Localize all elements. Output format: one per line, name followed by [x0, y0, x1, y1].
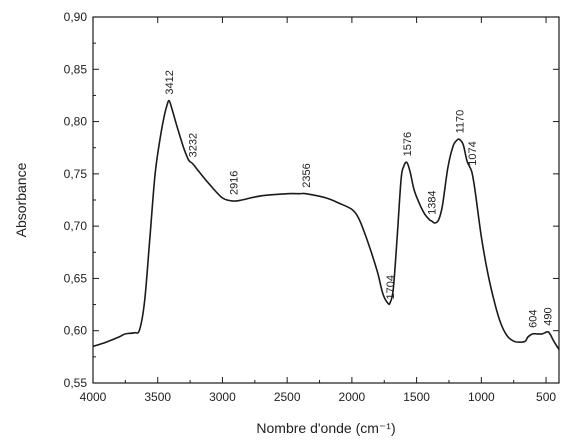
y-tick-label: 0,55	[64, 376, 88, 390]
y-tick-label: 0,90	[64, 10, 88, 24]
y-tick-label: 0,65	[64, 271, 88, 285]
peak-label: 3232	[187, 133, 199, 157]
x-tick-label: 500	[536, 390, 556, 404]
x-tick-label: 1000	[468, 390, 495, 404]
spectrum-line	[92, 99, 560, 350]
peak-label: 1576	[402, 132, 414, 156]
peak-label: 2916	[228, 171, 240, 195]
x-axis-title: Nombre d'onde (cm⁻¹)	[256, 420, 395, 436]
y-axis: 0,55 0,60 0,65 0,70 0,75 0,80 0,85 0,90	[64, 10, 559, 390]
x-tick-label: 1500	[403, 390, 430, 404]
x-tick-label: 2500	[274, 390, 301, 404]
y-tick-label: 0,80	[64, 115, 88, 129]
x-axis: 4000 3500 3000 2500 2000 1500 1000 500	[80, 17, 556, 404]
plot-frame	[92, 16, 560, 384]
x-tick-label: 4000	[80, 390, 107, 404]
peak-label: 1074	[467, 141, 479, 165]
y-tick-label: 0,85	[64, 62, 88, 76]
y-tick-label: 0,75	[64, 167, 88, 181]
peak-label: 604	[528, 309, 540, 327]
x-tick-label: 2000	[339, 390, 366, 404]
y-tick-label: 0,60	[64, 324, 88, 338]
peak-label: 2356	[301, 163, 313, 187]
y-axis-title: Absorbance	[13, 162, 29, 237]
x-tick-label: 3500	[144, 390, 171, 404]
peak-label: 1170	[454, 110, 466, 134]
peak-label: 3412	[164, 70, 176, 94]
peak-label: 490	[542, 307, 554, 325]
peak-label: 1704	[385, 275, 397, 299]
y-tick-label: 0,70	[64, 219, 88, 233]
x-tick-label: 3000	[209, 390, 236, 404]
peak-label: 1384	[427, 190, 439, 214]
